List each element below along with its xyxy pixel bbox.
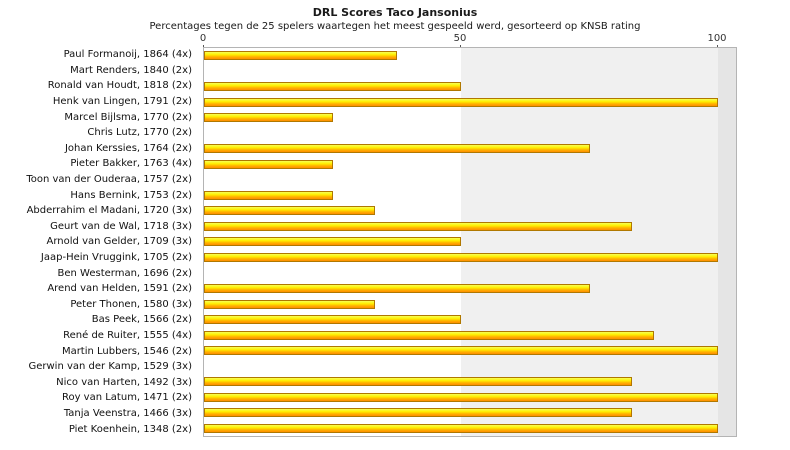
plot-row (204, 250, 736, 266)
plot-row (204, 141, 736, 157)
plot-row (204, 296, 736, 312)
plot-row (204, 203, 736, 219)
category-label: Henk van Lingen, 1791 (2x) (52, 96, 192, 108)
plot-row (204, 234, 736, 250)
bar (204, 346, 718, 356)
category-label: Ronald van Houdt, 1818 (2x) (47, 80, 192, 92)
bar (204, 315, 461, 325)
plot-row (204, 312, 736, 328)
category-label: Gerwin van der Kamp, 1529 (3x) (28, 361, 192, 373)
plot-row (204, 265, 736, 281)
plot-row (204, 405, 736, 421)
plot-area (203, 47, 737, 437)
y-axis-labels: Paul Formanoij, 1864 (4x) Mart Renders, 1… (0, 47, 197, 437)
plot-row (204, 219, 736, 235)
bar (204, 377, 633, 387)
category-label: Piet Koenhein, 1348 (2x) (68, 423, 192, 435)
plot-row (204, 48, 736, 64)
plot-row (204, 157, 736, 173)
category-label: Nico van Harten, 1492 (3x) (56, 376, 192, 388)
category-label: Arend van Helden, 1591 (2x) (47, 283, 192, 295)
plot-row (204, 79, 736, 95)
bar (204, 283, 590, 293)
x-tick-label: 50 (453, 33, 467, 44)
x-tick-mark (717, 45, 718, 48)
category-label: Paul Formanoij, 1864 (4x) (63, 49, 192, 61)
plot-row (204, 64, 736, 80)
bar (204, 206, 376, 216)
plot-row (204, 188, 736, 204)
plot-row (204, 420, 736, 436)
category-label: Pieter Bakker, 1763 (4x) (70, 158, 192, 170)
category-label: Ben Westerman, 1696 (2x) (57, 267, 192, 279)
category-label: Martin Lubbers, 1546 (2x) (61, 345, 192, 357)
category-label: Roy van Latum, 1471 (2x) (61, 392, 192, 404)
category-label: Mart Renders, 1840 (2x) (70, 64, 192, 76)
category-label: Bas Peek, 1566 (2x) (91, 314, 192, 326)
x-tick-mark (460, 45, 461, 48)
category-label: Arnold van Gelder, 1709 (3x) (46, 236, 192, 248)
category-label: René de Ruiter, 1555 (4x) (63, 329, 192, 341)
category-label: Johan Kerssies, 1764 (2x) (64, 142, 192, 154)
chart-title: DRL Scores Taco Jansonius (312, 6, 478, 19)
plot-row (204, 343, 736, 359)
plot-row (204, 126, 736, 142)
plot-row (204, 389, 736, 405)
bar (204, 190, 333, 200)
plot-row (204, 281, 736, 297)
bar (204, 392, 718, 402)
bar (204, 330, 654, 340)
category-label: Toon van der Ouderaa, 1757 (2x) (26, 174, 192, 186)
category-label: Peter Thonen, 1580 (3x) (70, 298, 192, 310)
category-label: Geurt van de Wal, 1718 (3x) (50, 220, 192, 232)
category-label: Jaap-Hein Vruggink, 1705 (2x) (40, 252, 192, 264)
x-tick-label: 100 (707, 33, 727, 44)
x-axis: 0 50 100 (199, 33, 737, 48)
category-label: Abderrahim el Madani, 1720 (3x) (26, 205, 192, 217)
category-label: Hans Bernink, 1753 (2x) (70, 189, 192, 201)
x-tick-label: 0 (199, 33, 207, 44)
plot-row (204, 172, 736, 188)
category-label: Tanja Veenstra, 1466 (3x) (63, 407, 192, 419)
bar (204, 423, 718, 433)
category-label: Marcel Bijlsma, 1770 (2x) (64, 111, 192, 123)
bar (204, 97, 718, 107)
bar (204, 82, 461, 92)
bar (204, 299, 376, 309)
bar (204, 252, 718, 262)
x-tick-mark (203, 45, 204, 48)
plot-row (204, 374, 736, 390)
plot-row (204, 95, 736, 111)
bar (204, 237, 461, 247)
bar (204, 159, 333, 169)
plot-row (204, 327, 736, 343)
plot-row (204, 110, 736, 126)
bar (204, 144, 590, 154)
bar (204, 51, 397, 61)
plot-row (204, 358, 736, 374)
bar (204, 408, 633, 418)
bar (204, 113, 333, 123)
category-label: Chris Lutz, 1770 (2x) (87, 127, 192, 139)
bar (204, 221, 633, 231)
chart-subtitle: Percentages tegen de 25 spelers waartege… (149, 21, 641, 32)
